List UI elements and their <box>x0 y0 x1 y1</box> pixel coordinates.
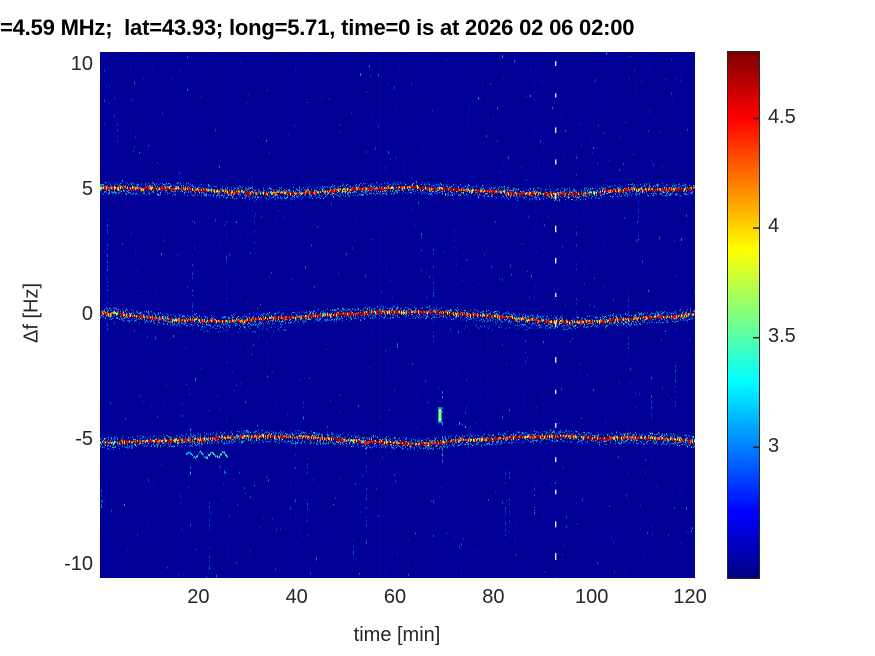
x-tick-label: 40 <box>285 586 308 608</box>
colorbar-tick-label: 4.5 <box>768 105 796 128</box>
x-tick-label: 120 <box>673 586 707 608</box>
colorbar-tick-label: 3.5 <box>768 324 796 347</box>
spectrogram-canvas <box>100 52 695 578</box>
x-tick-label: 20 <box>187 586 210 608</box>
y-tick-label: -5 <box>75 428 93 451</box>
colorbar-canvas <box>727 51 760 579</box>
x-tick-label: 100 <box>575 586 609 608</box>
y-tick-label: 10 <box>70 52 93 75</box>
y-tick-label: 0 <box>81 303 93 325</box>
x-axis-label: time [min] <box>353 624 441 646</box>
y-tick-label: -10 <box>64 553 93 576</box>
colorbar-tick-label: 3 <box>768 434 780 457</box>
x-tick-label: 60 <box>383 586 407 608</box>
y-tick-label: 5 <box>81 177 93 200</box>
plot-title: =4.59 MHz; lat=43.93; long=5.71, time=0 … <box>0 15 635 40</box>
x-tick-label: 80 <box>482 586 505 608</box>
colorbar-tick-label: 4 <box>768 215 780 238</box>
